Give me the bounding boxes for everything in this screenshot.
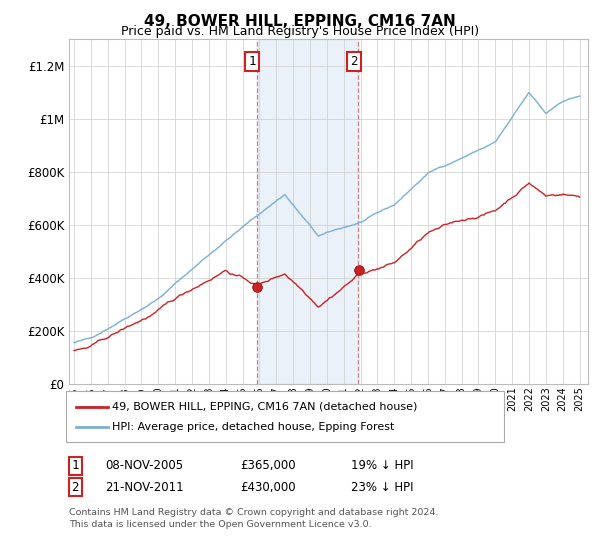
Text: £365,000: £365,000: [240, 459, 296, 473]
Text: 2: 2: [350, 55, 358, 68]
Text: 19% ↓ HPI: 19% ↓ HPI: [351, 459, 413, 473]
Text: 08-NOV-2005: 08-NOV-2005: [105, 459, 183, 473]
Text: £430,000: £430,000: [240, 480, 296, 494]
Text: 2: 2: [71, 480, 79, 494]
Text: 49, BOWER HILL, EPPING, CM16 7AN (detached house): 49, BOWER HILL, EPPING, CM16 7AN (detach…: [112, 402, 418, 412]
Text: 21-NOV-2011: 21-NOV-2011: [105, 480, 184, 494]
Bar: [257, 39, 358, 384]
Text: 1: 1: [71, 459, 79, 473]
Text: Contains HM Land Registry data © Crown copyright and database right 2024.: Contains HM Land Registry data © Crown c…: [69, 508, 439, 517]
Text: 49, BOWER HILL, EPPING, CM16 7AN: 49, BOWER HILL, EPPING, CM16 7AN: [144, 14, 456, 29]
Text: HPI: Average price, detached house, Epping Forest: HPI: Average price, detached house, Eppi…: [112, 422, 395, 432]
Text: Price paid vs. HM Land Registry's House Price Index (HPI): Price paid vs. HM Land Registry's House …: [121, 25, 479, 38]
Text: This data is licensed under the Open Government Licence v3.0.: This data is licensed under the Open Gov…: [69, 520, 371, 529]
Text: 23% ↓ HPI: 23% ↓ HPI: [351, 480, 413, 494]
Text: 1: 1: [248, 55, 256, 68]
